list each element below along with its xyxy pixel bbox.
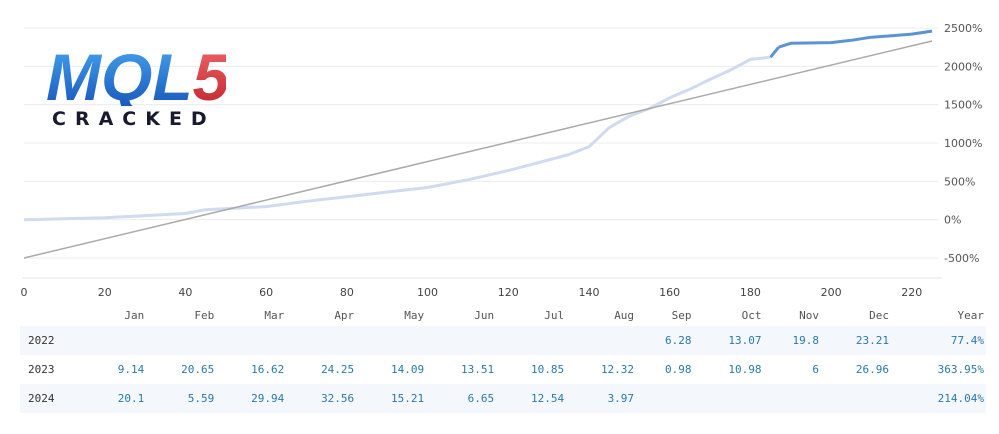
table-header-cell: Nov bbox=[799, 308, 819, 322]
table-header-cell bbox=[20, 304, 89, 326]
y-tick-label: 2000% bbox=[944, 60, 982, 73]
table-header-cell: Aug bbox=[614, 308, 635, 322]
month-return-cell: 5.59 bbox=[146, 384, 217, 413]
table-header-cell: Oct bbox=[741, 308, 762, 322]
month-return-cell: 15.21 bbox=[356, 384, 427, 413]
month-return-cell: 10.98 bbox=[728, 363, 762, 376]
year-total-cell: 77.4% bbox=[890, 326, 986, 355]
x-tick-label: 120 bbox=[498, 286, 519, 299]
year-cell: 2024 bbox=[20, 384, 89, 413]
y-tick-label: -500% bbox=[944, 252, 979, 265]
month-return-cell: 9.14 bbox=[117, 363, 145, 376]
monthly-returns-table: Jan Feb Mar Apr May Jun Jul Aug Sep Oct Nov Dec Year… bbox=[20, 304, 986, 413]
month-return-cell: 32.56 bbox=[286, 384, 357, 413]
table-header-cell: Sep bbox=[671, 308, 692, 322]
month-return-cell bbox=[88, 326, 147, 355]
month-return-cell: 19.8 bbox=[763, 326, 821, 355]
month-return-cell: 12.32 bbox=[600, 363, 635, 376]
y-tick-label: 2500% bbox=[944, 22, 982, 35]
table-row: 2023 9.14 20.65 16.62 24.25 14.09 13.51 10.85 12… bbox=[20, 355, 986, 384]
month-return-cell: 24.25 bbox=[321, 363, 355, 376]
month-return-cell: 3.97 bbox=[566, 384, 637, 413]
year-total-cell: 214.04% bbox=[890, 384, 986, 413]
mql5-logo: MQL5 CRACKED bbox=[46, 40, 231, 134]
x-tick-label: 80 bbox=[340, 286, 354, 299]
month-return-cell: 13.07 bbox=[693, 326, 764, 355]
growth-line-early bbox=[23, 55, 771, 222]
table-header-cell: May bbox=[404, 308, 425, 322]
growth-line-connector bbox=[769, 46, 780, 59]
x-tick-label: 40 bbox=[178, 286, 192, 299]
logo-tagline: CRACKED bbox=[52, 108, 216, 130]
x-tick-label: 60 bbox=[259, 286, 273, 299]
month-return-cell bbox=[821, 384, 891, 413]
x-tick-label: 0 bbox=[21, 286, 28, 299]
y-tick-label: 1000% bbox=[944, 137, 982, 150]
month-return-cell bbox=[693, 384, 764, 413]
x-tick-label: 100 bbox=[417, 286, 438, 299]
table-row: 2024 20.1 5.59 29.94 32.56 15.21 6.65 12.54 3.97… bbox=[20, 384, 986, 413]
month-return-cell bbox=[636, 384, 694, 413]
month-return-cell: 12.54 bbox=[496, 384, 567, 413]
table-header-cell: Dec bbox=[869, 308, 889, 322]
y-tick-label: 500% bbox=[944, 175, 975, 188]
table-header-cell: Jul bbox=[544, 308, 565, 322]
x-tick-label: 160 bbox=[659, 286, 680, 299]
table-header-row: Jan Feb Mar Apr May Jun Jul Aug Sep Oct Nov Dec Year bbox=[20, 304, 986, 326]
x-tick-label: 220 bbox=[901, 286, 922, 299]
month-return-cell: 29.94 bbox=[216, 384, 287, 413]
growth-line-recent bbox=[778, 29, 933, 49]
month-return-cell: 26.96 bbox=[855, 363, 889, 376]
month-return-cell: 14.09 bbox=[391, 363, 425, 376]
month-return-cell: 6 bbox=[812, 363, 819, 376]
x-tick-label: 180 bbox=[740, 286, 761, 299]
growth-chart: 2500% 2000% 1500% 1000% 500% 0% -500% 0 20 40 60 8… bbox=[21, 22, 983, 299]
table-header-cell: Feb bbox=[194, 308, 215, 322]
y-tick-label: 0% bbox=[944, 214, 961, 227]
month-return-cell bbox=[286, 326, 357, 355]
y-tick-label: 1500% bbox=[944, 99, 982, 112]
table-header-cell: Year bbox=[957, 308, 985, 322]
month-return-cell bbox=[496, 326, 567, 355]
year-total-cell: 363.95% bbox=[937, 363, 984, 376]
month-return-cell bbox=[146, 326, 217, 355]
month-return-cell: 6.65 bbox=[426, 384, 497, 413]
year-cell: 2022 bbox=[20, 326, 89, 355]
month-return-cell bbox=[566, 326, 637, 355]
table-row: 2022 6.28 13.07 19.8 23.21 77.4% bbox=[20, 326, 986, 355]
table-header-cell: Jun bbox=[474, 308, 495, 322]
table-header-cell: Jan bbox=[124, 308, 145, 322]
month-return-cell bbox=[356, 326, 427, 355]
month-return-cell: 0.98 bbox=[665, 363, 692, 376]
month-return-cell: 10.85 bbox=[530, 363, 565, 376]
year-cell: 2023 bbox=[28, 363, 55, 376]
x-tick-label: 200 bbox=[821, 286, 842, 299]
month-return-cell: 13.51 bbox=[461, 363, 495, 376]
trend-line bbox=[23, 40, 933, 259]
month-return-cell bbox=[763, 384, 821, 413]
x-tick-label: 140 bbox=[578, 286, 599, 299]
logo-mql-text: MQL5 bbox=[46, 44, 226, 106]
month-return-cell: 6.28 bbox=[636, 326, 694, 355]
table-header-cell: Mar bbox=[264, 308, 285, 322]
month-return-cell: 20.1 bbox=[88, 384, 147, 413]
month-return-cell: 16.62 bbox=[251, 363, 285, 376]
month-return-cell: 20.65 bbox=[181, 363, 215, 376]
month-return-cell bbox=[426, 326, 497, 355]
month-return-cell bbox=[216, 326, 287, 355]
month-return-cell: 23.21 bbox=[821, 326, 891, 355]
x-tick-label: 20 bbox=[98, 286, 112, 299]
table-header-cell: Apr bbox=[334, 308, 355, 322]
